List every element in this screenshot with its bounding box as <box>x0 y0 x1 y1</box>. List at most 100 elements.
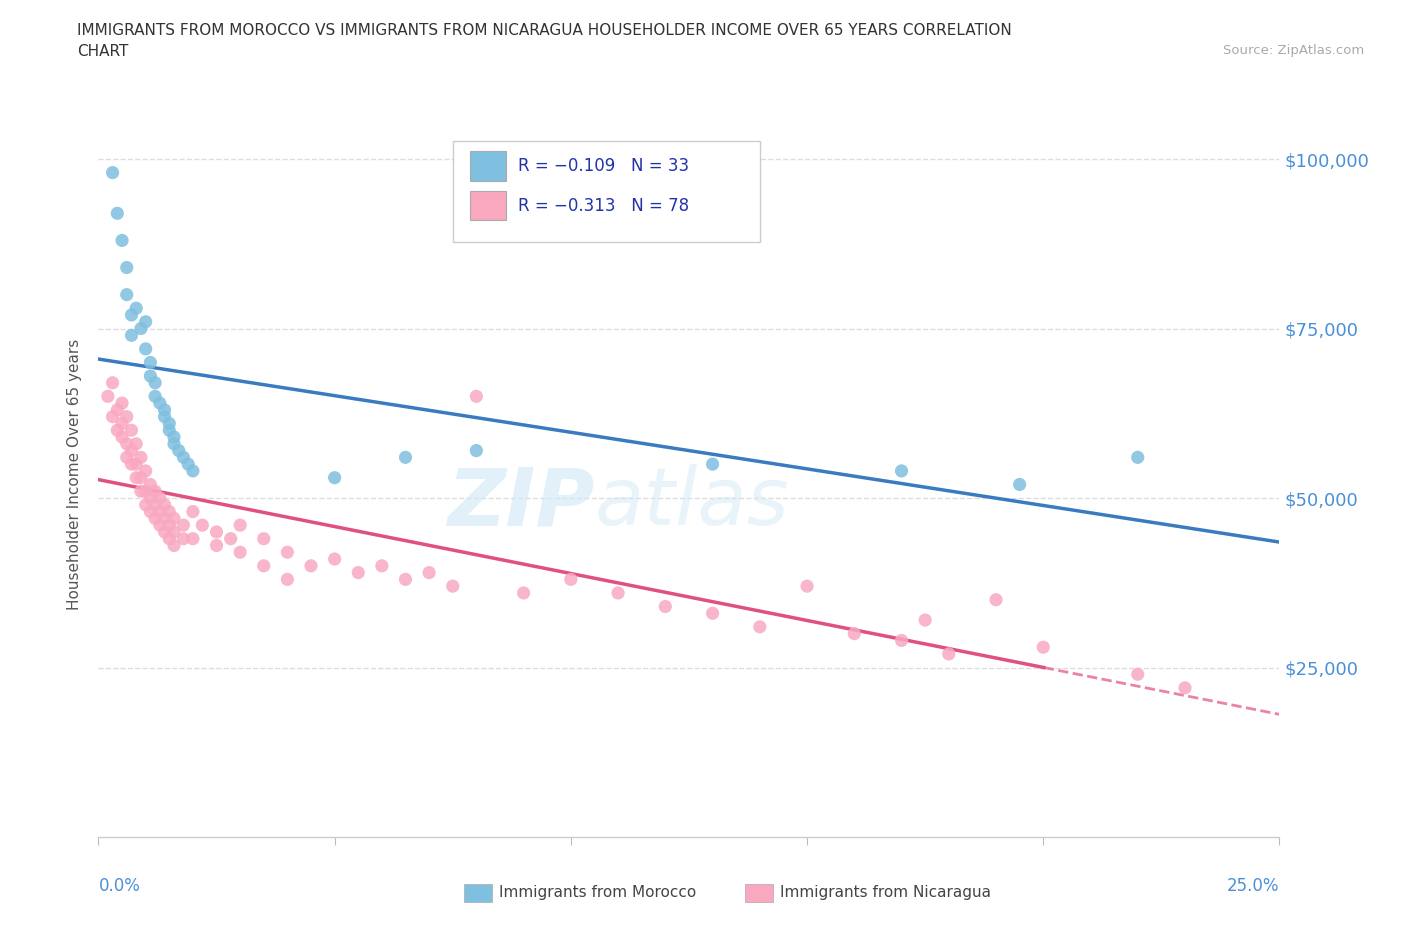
Point <box>97 389 120 404</box>
Point <box>984 592 1007 607</box>
Point <box>1008 477 1031 492</box>
Point <box>143 498 166 512</box>
Text: 25.0%: 25.0% <box>1227 877 1279 895</box>
Point <box>1032 640 1054 655</box>
Point <box>323 471 346 485</box>
Point <box>163 511 186 525</box>
Point <box>890 633 912 648</box>
Point <box>172 518 194 533</box>
Point <box>163 430 186 445</box>
Point <box>229 518 252 533</box>
Point <box>139 491 162 506</box>
Point <box>143 511 166 525</box>
Point <box>115 409 138 424</box>
Text: Source: ZipAtlas.com: Source: ZipAtlas.com <box>1223 44 1364 57</box>
Point <box>844 626 866 641</box>
Point <box>181 463 204 478</box>
Point <box>101 376 124 391</box>
Point <box>129 321 152 336</box>
Point <box>181 504 204 519</box>
Text: 0.0%: 0.0% <box>98 877 141 895</box>
Bar <box>453 140 759 242</box>
Point <box>371 558 394 573</box>
Point <box>125 300 148 315</box>
Point <box>702 605 724 620</box>
Point <box>135 484 157 498</box>
Point <box>276 545 298 560</box>
Point <box>394 450 416 465</box>
Point <box>125 457 148 472</box>
Point <box>560 572 582 587</box>
Point <box>115 287 138 302</box>
Text: Immigrants from Morocco: Immigrants from Morocco <box>499 885 696 900</box>
Point <box>135 341 157 356</box>
Point <box>153 525 176 539</box>
Text: Immigrants from Nicaragua: Immigrants from Nicaragua <box>780 885 991 900</box>
Point <box>149 504 172 519</box>
Y-axis label: Householder Income Over 65 years: Householder Income Over 65 years <box>67 339 83 610</box>
Point <box>748 619 770 634</box>
Point <box>105 206 128 220</box>
Point <box>115 260 138 275</box>
Point <box>157 518 180 533</box>
Text: ZIP: ZIP <box>447 464 595 542</box>
Point <box>111 395 134 410</box>
Text: atlas: atlas <box>595 464 789 542</box>
Point <box>465 443 488 458</box>
Point <box>512 586 534 601</box>
Point <box>153 409 176 424</box>
Point <box>105 403 128 418</box>
Point <box>129 471 152 485</box>
Text: IMMIGRANTS FROM MOROCCO VS IMMIGRANTS FROM NICARAGUA HOUSEHOLDER INCOME OVER 65 : IMMIGRANTS FROM MOROCCO VS IMMIGRANTS FR… <box>77 23 1012 38</box>
Point <box>135 498 157 512</box>
Point <box>149 395 172 410</box>
Text: R = −0.109   N = 33: R = −0.109 N = 33 <box>517 157 689 175</box>
Point <box>121 328 143 343</box>
Point <box>172 531 194 546</box>
Point <box>111 233 134 248</box>
Point <box>125 471 148 485</box>
Point <box>153 403 176 418</box>
Point <box>253 531 276 546</box>
Point <box>139 355 162 370</box>
Point <box>229 545 252 560</box>
Point <box>172 450 194 465</box>
Point <box>101 409 124 424</box>
Point <box>394 572 416 587</box>
Point <box>139 477 162 492</box>
Point <box>347 565 370 580</box>
Point <box>276 572 298 587</box>
Point <box>121 457 143 472</box>
Point <box>938 646 960 661</box>
Point <box>139 504 162 519</box>
Point <box>441 578 464 593</box>
Point <box>129 450 152 465</box>
Point <box>111 430 134 445</box>
Text: R = −0.313   N = 78: R = −0.313 N = 78 <box>517 197 689 215</box>
Point <box>465 389 488 404</box>
Point <box>143 484 166 498</box>
Point <box>149 518 172 533</box>
Point <box>323 551 346 566</box>
Point <box>157 423 180 438</box>
Bar <box>471 192 506 220</box>
Point <box>139 368 162 383</box>
Point <box>163 538 186 553</box>
Point <box>157 531 180 546</box>
Point <box>157 504 180 519</box>
Point <box>121 423 143 438</box>
Point <box>253 558 276 573</box>
Point <box>177 457 200 472</box>
Point <box>191 518 214 533</box>
Point <box>135 463 157 478</box>
Point <box>157 416 180 431</box>
Point <box>105 423 128 438</box>
Point <box>1126 667 1149 682</box>
Point <box>654 599 676 614</box>
Point <box>153 511 176 525</box>
Text: CHART: CHART <box>77 44 129 59</box>
Point <box>914 613 936 628</box>
Point <box>796 578 818 593</box>
Point <box>1126 450 1149 465</box>
Bar <box>471 152 506 180</box>
